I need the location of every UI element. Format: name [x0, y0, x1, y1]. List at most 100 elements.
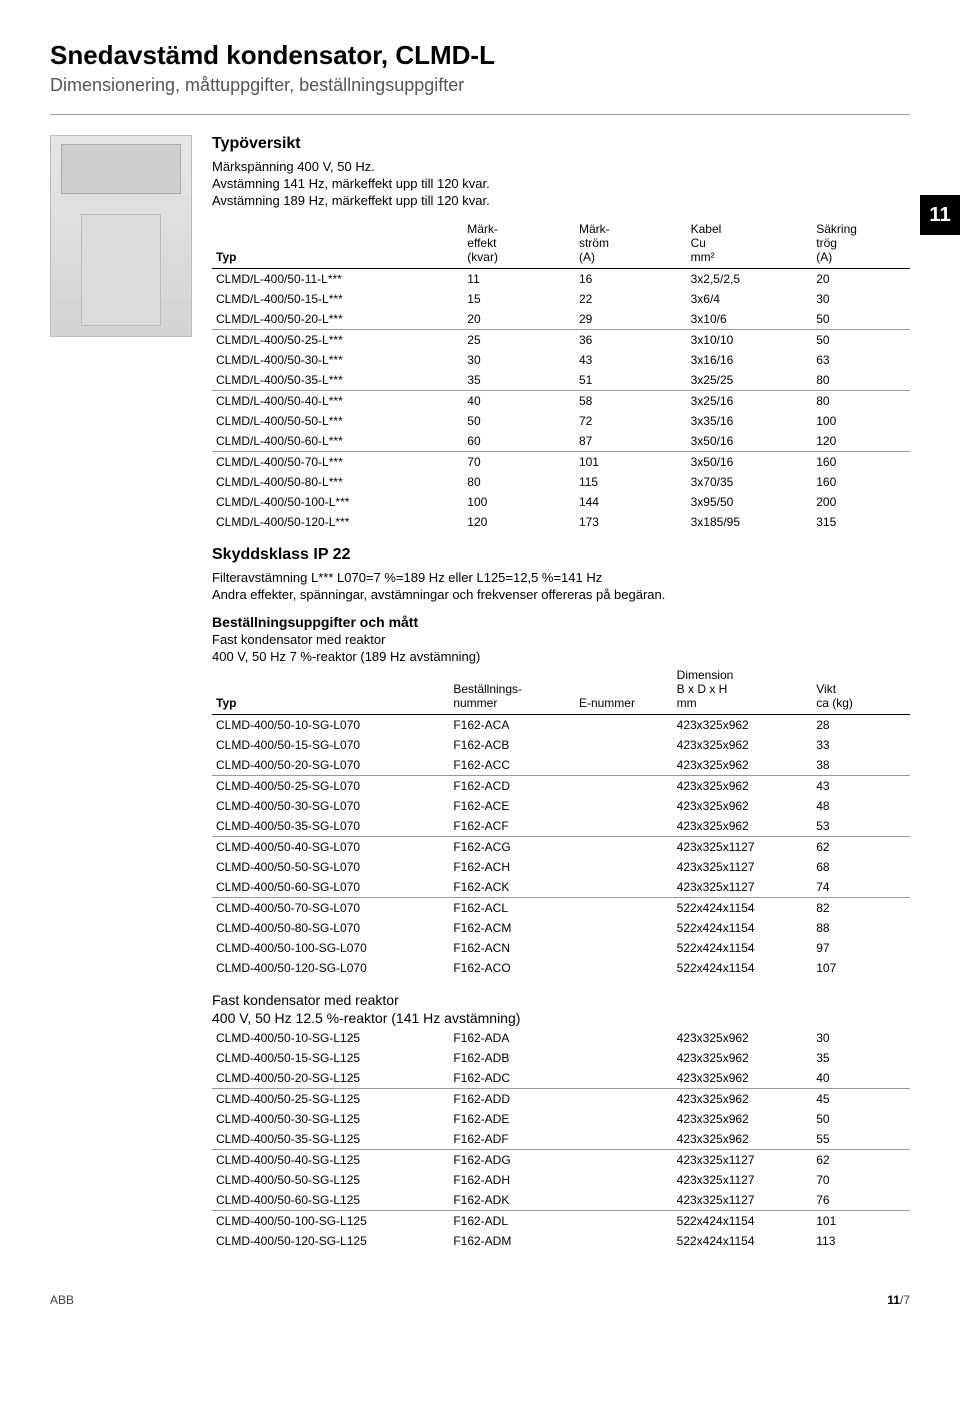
table-cell: 68	[812, 857, 910, 877]
table-cell: 423x325x962	[673, 1129, 813, 1150]
table-cell: 423x325x962	[673, 1109, 813, 1129]
table-row: CLMD/L-400/50-60-L***60873x50/16120	[212, 431, 910, 452]
table-row: CLMD-400/50-80-SG-L070F162-ACM522x424x11…	[212, 918, 910, 938]
table-row: CLMD-400/50-15-SG-L070F162-ACB423x325x96…	[212, 735, 910, 755]
overview-line: Märkspänning 400 V, 50 Hz.	[212, 159, 910, 174]
table-cell: 423x325x1127	[673, 1150, 813, 1171]
table-cell: 3x10/10	[687, 330, 813, 351]
table-cell: CLMD-400/50-50-SG-L070	[212, 857, 449, 877]
table-cell: 88	[812, 918, 910, 938]
table-cell: F162-ADG	[449, 1150, 575, 1171]
table-cell: CLMD/L-400/50-25-L***	[212, 330, 463, 351]
table-cell: F162-ACG	[449, 837, 575, 858]
th: Kabel Cu mm²	[687, 220, 813, 269]
table-cell: CLMD-400/50-10-SG-L125	[212, 1028, 449, 1048]
divider	[50, 114, 910, 115]
ip-line: Filteravstämning L*** L070=7 %=189 Hz el…	[212, 570, 910, 585]
table-row: CLMD-400/50-15-SG-L125F162-ADB423x325x96…	[212, 1048, 910, 1068]
table-row: CLMD-400/50-120-SG-L125F162-ADM522x424x1…	[212, 1231, 910, 1251]
th: Beställnings- nummer	[449, 666, 575, 715]
table-cell: 51	[575, 370, 687, 391]
footer-page: 11/7	[887, 1293, 910, 1307]
table-cell: CLMD-400/50-20-SG-L125	[212, 1068, 449, 1089]
table-cell: 16	[575, 269, 687, 290]
table-cell: 107	[812, 958, 910, 978]
table-cell: CLMD-400/50-30-SG-L070	[212, 796, 449, 816]
table-cell: CLMD/L-400/50-30-L***	[212, 350, 463, 370]
table-cell: 423x325x962	[673, 1028, 813, 1048]
table-cell	[575, 1190, 673, 1211]
order-table: Typ Beställnings- nummer E-nummer	[212, 666, 910, 978]
table-cell: 423x325x962	[673, 816, 813, 837]
table-cell: CLMD/L-400/50-40-L***	[212, 391, 463, 412]
table-cell	[575, 938, 673, 958]
table-cell: 3x6/4	[687, 289, 813, 309]
table-cell: F162-ACE	[449, 796, 575, 816]
table-cell: CLMD-400/50-120-SG-L125	[212, 1231, 449, 1251]
table-row: CLMD-400/50-40-SG-L070F162-ACG423x325x11…	[212, 837, 910, 858]
table-cell	[575, 715, 673, 736]
table-cell: 423x325x962	[673, 715, 813, 736]
table-cell: 522x424x1154	[673, 1211, 813, 1232]
table-row: CLMD-400/50-70-SG-L070F162-ACL522x424x11…	[212, 898, 910, 919]
table-row: CLMD-400/50-60-SG-L125F162-ADK423x325x11…	[212, 1190, 910, 1211]
table-row: CLMD-400/50-35-SG-L125F162-ADF423x325x96…	[212, 1129, 910, 1150]
table-cell: 3x2,5/2,5	[687, 269, 813, 290]
table-cell: 58	[575, 391, 687, 412]
table-row: CLMD-400/50-50-SG-L125F162-ADH423x325x11…	[212, 1170, 910, 1190]
table-cell: F162-ACC	[449, 755, 575, 776]
table-cell: 30	[812, 1028, 910, 1048]
table-cell: 3x95/50	[687, 492, 813, 512]
table-cell: 48	[812, 796, 910, 816]
table-cell: F162-ACM	[449, 918, 575, 938]
table-cell: 62	[812, 1150, 910, 1171]
table-cell: 80	[812, 391, 910, 412]
overview-line: Avstämning 141 Hz, märkeffekt upp till 1…	[212, 176, 910, 191]
table-row: CLMD-400/50-100-SG-L070F162-ACN522x424x1…	[212, 938, 910, 958]
table-cell: 50	[463, 411, 575, 431]
table-cell	[575, 857, 673, 877]
table-cell: 63	[812, 350, 910, 370]
table-cell	[575, 1231, 673, 1251]
table-cell: F162-ADE	[449, 1109, 575, 1129]
table-cell: 423x325x962	[673, 735, 813, 755]
table-cell: 160	[812, 452, 910, 473]
table-row: CLMD/L-400/50-80-L***801153x70/35160	[212, 472, 910, 492]
table-cell: CLMD-400/50-20-SG-L070	[212, 755, 449, 776]
product-image	[50, 135, 192, 337]
order-heading: Beställningsuppgifter och mått	[212, 614, 910, 630]
order2-sub: 400 V, 50 Hz 12.5 %-reaktor (141 Hz avst…	[212, 1010, 910, 1026]
table-cell: 3x50/16	[687, 452, 813, 473]
table-cell: CLMD-400/50-60-SG-L070	[212, 877, 449, 898]
table-cell: F162-ADH	[449, 1170, 575, 1190]
table-cell: CLMD/L-400/50-70-L***	[212, 452, 463, 473]
table-row: CLMD/L-400/50-30-L***30433x16/1663	[212, 350, 910, 370]
table-cell: 423x325x1127	[673, 1170, 813, 1190]
table-cell: CLMD/L-400/50-15-L***	[212, 289, 463, 309]
table-cell	[575, 1089, 673, 1110]
page-subtitle: Dimensionering, måttuppgifter, beställni…	[50, 75, 910, 96]
table-cell: CLMD-400/50-40-SG-L070	[212, 837, 449, 858]
table-cell: 160	[812, 472, 910, 492]
table-cell: F162-ADL	[449, 1211, 575, 1232]
table-row: CLMD-400/50-35-SG-L070F162-ACF423x325x96…	[212, 816, 910, 837]
table-cell: 3x70/35	[687, 472, 813, 492]
table-cell	[575, 1129, 673, 1150]
table-cell: 423x325x962	[673, 1068, 813, 1089]
table-cell: 423x325x1127	[673, 877, 813, 898]
table-cell: 423x325x962	[673, 1048, 813, 1068]
table-cell: F162-ACL	[449, 898, 575, 919]
table-cell	[575, 837, 673, 858]
table-cell: CLMD-400/50-25-SG-L070	[212, 776, 449, 797]
table-cell: 36	[575, 330, 687, 351]
table-cell: 315	[812, 512, 910, 532]
th: Typ	[212, 220, 463, 269]
table-cell: CLMD/L-400/50-35-L***	[212, 370, 463, 391]
table-cell: 423x325x962	[673, 796, 813, 816]
table-cell: F162-ACB	[449, 735, 575, 755]
table-cell: CLMD-400/50-70-SG-L070	[212, 898, 449, 919]
table-cell: 25	[463, 330, 575, 351]
table-cell: 423x325x962	[673, 776, 813, 797]
table-cell: F162-ADK	[449, 1190, 575, 1211]
table-cell: 80	[812, 370, 910, 391]
